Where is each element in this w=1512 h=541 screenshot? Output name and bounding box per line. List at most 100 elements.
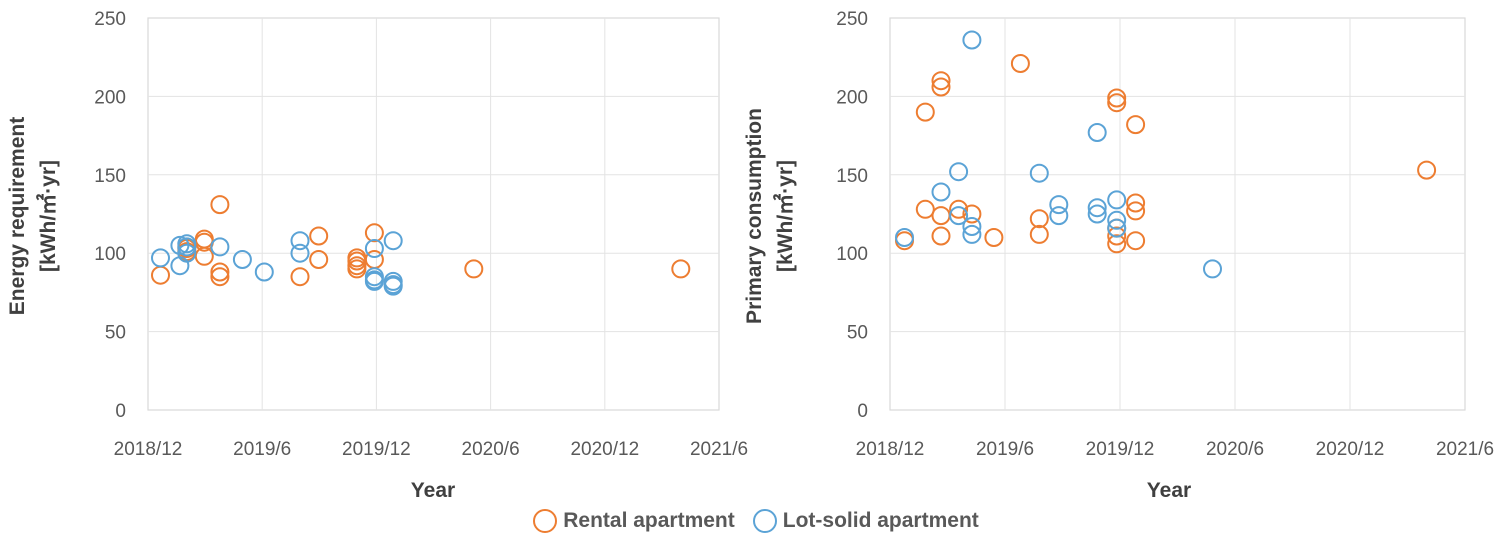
tick-labels: 0 50 100 150 200 250 2018/12 2019/6 2019/12 2020/… — [836, 9, 1494, 460]
x-tick-label: 2020/12 — [570, 439, 639, 460]
y-axis-title-line1: Primary consumption — [743, 108, 766, 324]
lot-solid-data-point — [1107, 210, 1127, 230]
rental-data-point — [1107, 93, 1127, 113]
x-tick-label: 2019/6 — [233, 439, 291, 460]
lot-solid-data-point — [232, 250, 252, 269]
x-tick-label: 2019/6 — [976, 439, 1034, 460]
x-tick-label: 2020/12 — [1316, 439, 1385, 460]
lot-solid-data-point — [290, 231, 310, 251]
x-axis-title: Year — [411, 479, 455, 502]
lot-solid-data-point — [1087, 123, 1107, 142]
y-tick-label: 250 — [836, 9, 868, 30]
rental-data-point — [210, 262, 230, 282]
y-axis-title-line2: [kWh/㎡·yr] — [36, 160, 60, 272]
rental-data-point — [1029, 224, 1049, 244]
lot-solid-data-point — [931, 182, 951, 202]
legend-item-lot-solid: Lot-solid apartment — [752, 509, 979, 533]
rental-data-point — [1107, 234, 1127, 254]
x-tick-label: 2019/12 — [342, 439, 411, 460]
plot-area — [889, 17, 1466, 411]
energy-requirement-chart: 0 50 100 150 200 250 2018/12 2019/6 2019/12 2020/… — [6, 9, 748, 502]
rental-data-point — [915, 199, 935, 219]
x-tick-label: 2018/12 — [114, 439, 183, 460]
rental-data-point — [671, 259, 691, 279]
legend-label-rental: Rental apartment — [563, 509, 735, 532]
x-tick-label: 2019/12 — [1086, 439, 1155, 460]
lot-solid-data-point — [949, 162, 969, 182]
rental-data-point — [290, 267, 310, 287]
rental-data-point — [931, 71, 951, 91]
rental-data-point — [984, 228, 1004, 247]
y-tick-label: 150 — [836, 166, 868, 187]
legend-label-lot-solid: Lot-solid apartment — [782, 509, 979, 532]
x-tick-label: 2020/6 — [462, 439, 520, 460]
tick-labels: 0 50 100 150 200 250 2018/12 2019/6 2019/12 2020/… — [94, 9, 748, 460]
rental-data-point — [1107, 88, 1127, 108]
rental-data-point — [1126, 231, 1146, 251]
y-tick-label: 150 — [94, 166, 126, 187]
rental-marker-icon — [533, 509, 558, 533]
rental-data-point — [194, 246, 214, 266]
y-axis-title-line2: [kWh/㎡·yr] — [773, 160, 797, 272]
lot-solid-data-point — [364, 271, 384, 291]
rental-data-point — [210, 267, 230, 287]
rental-data-point — [309, 250, 329, 269]
lot-solid-data-point — [1203, 259, 1222, 279]
primary-consumption-chart: 0 50 100 150 200 250 2018/12 2019/6 2019/12 2020/… — [743, 9, 1494, 502]
y-axis-title-line1: Energy requirement — [6, 117, 29, 315]
legend-item-rental: Rental apartment — [533, 509, 735, 533]
rental-data-point — [1107, 226, 1127, 246]
lot-solid-data-point — [254, 262, 274, 282]
lot-solid-data-point — [383, 231, 403, 251]
rental-data-point — [1029, 209, 1049, 229]
lot-solid-data-point — [1049, 195, 1069, 215]
y-tick-label: 50 — [105, 323, 126, 344]
lot-solid-data-point — [949, 206, 969, 226]
rental-data-point — [931, 226, 951, 246]
y-tick-label: 200 — [836, 87, 868, 108]
markers — [895, 30, 1437, 279]
lot-solid-data-point — [383, 276, 403, 296]
x-tick-label: 2021/6 — [690, 439, 748, 460]
lot-solid-data-point — [1107, 190, 1127, 210]
y-tick-label: 0 — [115, 401, 126, 422]
lot-solid-data-point — [151, 248, 170, 268]
lot-solid-data-point — [962, 224, 982, 244]
lot-solid-data-point — [895, 228, 914, 247]
lot-solid-data-point — [177, 243, 197, 263]
rental-data-point — [464, 259, 484, 279]
y-tick-label: 250 — [94, 9, 126, 30]
rental-data-point — [309, 226, 329, 246]
lot-solid-data-point — [1087, 198, 1107, 218]
rental-data-point — [364, 223, 384, 243]
plot-area — [147, 17, 720, 411]
rental-data-point — [1417, 160, 1437, 180]
rental-data-point — [1010, 54, 1030, 73]
grid — [890, 18, 1465, 410]
lot-solid-data-point — [177, 237, 197, 257]
lot-solid-data-point — [962, 217, 982, 236]
x-tick-label: 2018/12 — [856, 439, 925, 460]
y-tick-label: 50 — [847, 323, 868, 344]
rental-data-point — [1126, 201, 1146, 221]
lot-solid-data-point — [364, 239, 384, 258]
rental-data-point — [949, 199, 969, 219]
legend: Rental apartment Lot-solid apartment — [0, 503, 1512, 539]
markers — [151, 195, 691, 296]
x-tick-label: 2020/6 — [1206, 439, 1264, 460]
rental-data-point — [915, 102, 935, 122]
lot-solid-data-point — [962, 30, 982, 50]
y-tick-label: 100 — [836, 244, 868, 265]
rental-data-point — [931, 77, 951, 97]
lot-solid-data-point — [1029, 163, 1049, 183]
rental-data-point — [1126, 193, 1146, 213]
y-tick-label: 0 — [857, 401, 868, 422]
rental-data-point — [1126, 115, 1146, 135]
rental-data-point — [210, 195, 230, 215]
grid — [148, 18, 719, 410]
lot-solid-data-point — [1107, 218, 1127, 238]
rental-data-point — [347, 259, 367, 279]
rental-data-point — [962, 204, 982, 224]
lot-solid-data-point — [210, 237, 230, 257]
